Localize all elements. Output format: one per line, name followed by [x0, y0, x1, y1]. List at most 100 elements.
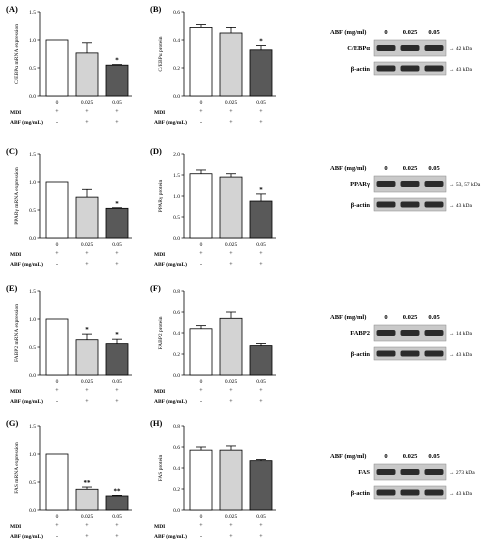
- lane-label: 0: [384, 314, 387, 321]
- mdi-sign: +: [55, 109, 59, 115]
- blot-header: ABF (mg/ml): [330, 314, 366, 321]
- panel-letter: (F): [150, 283, 161, 293]
- blot-actin-kda: → 43 kDa: [449, 203, 472, 209]
- panel-letter: (A): [6, 4, 18, 14]
- band-actin: [424, 350, 444, 357]
- blot-actin-kda: → 43 kDa: [449, 67, 472, 73]
- blot-actin-label: β-actin: [351, 66, 371, 73]
- y-tick-label: 1.5: [29, 152, 36, 158]
- mdi-sign: +: [55, 388, 59, 394]
- band-actin: [376, 201, 396, 208]
- western-blot-2: ABF (mg/ml) 0 0.025 0.05 PPARγ → 53, 57 kDa β-…: [330, 165, 481, 212]
- x-tick-label: 0.025: [81, 242, 94, 248]
- bar-0025: [219, 449, 243, 511]
- band-target: [424, 469, 444, 475]
- significance-marker: *: [115, 57, 119, 65]
- y-tick-label: 0.5: [173, 215, 180, 221]
- row-label-abf: ABF (mg/mL): [154, 398, 187, 405]
- mdi-sign: +: [85, 109, 89, 115]
- blot-actin-label: β-actin: [351, 490, 371, 497]
- y-tick-label: 1.5: [29, 289, 36, 295]
- row-label-mdi: MDI: [10, 110, 21, 116]
- blot-target-label: FABP2: [350, 330, 370, 337]
- panel-letter: (D): [150, 146, 162, 156]
- x-tick-label: 0.05: [256, 100, 266, 106]
- blot-actin-kda: → 43 kDa: [449, 352, 472, 358]
- abf-sign: -: [200, 262, 202, 268]
- band-target: [424, 330, 444, 336]
- bar-005: [105, 64, 129, 97]
- mdi-sign: +: [55, 251, 59, 257]
- bar-0: [45, 39, 69, 97]
- y-axis-label: FABP2 mRNA expression: [14, 304, 20, 362]
- y-tick-label: 0.2: [173, 66, 180, 72]
- x-tick-label: 0.025: [225, 100, 238, 106]
- y-tick-label: 0.0: [29, 508, 36, 514]
- x-tick-label: 0.05: [112, 379, 122, 385]
- panel-c: (C) 0.0 0.5 1.0 1.5 PPARγ mRNA expression 0 + - 0…: [6, 146, 132, 268]
- row-label-mdi: MDI: [154, 252, 165, 258]
- bar-005: [249, 200, 273, 239]
- mdi-sign: +: [199, 388, 203, 394]
- band-target: [424, 45, 444, 51]
- row-label-abf: ABF (mg/mL): [10, 119, 43, 126]
- bar-0025: [219, 32, 243, 97]
- blot-target-label: PPARγ: [350, 181, 370, 188]
- y-tick-label: 1.5: [29, 10, 36, 16]
- x-tick-label: 0: [200, 514, 203, 520]
- mdi-sign: +: [115, 388, 119, 394]
- y-tick-label: 1.5: [173, 173, 180, 179]
- abf-sign: -: [200, 534, 202, 540]
- x-tick-label: 0: [200, 100, 203, 106]
- band-actin: [376, 489, 396, 496]
- bar-0: [45, 181, 69, 239]
- band-target: [376, 469, 396, 475]
- significance-marker: **: [84, 479, 92, 487]
- panel-d: (D) 0.0 0.5 1.0 1.5 2.0 PPARγ protein 0 + - 0.025 +…: [150, 146, 276, 268]
- band-actin: [424, 65, 444, 72]
- y-tick-label: 0.0: [29, 236, 36, 242]
- row-label-mdi: MDI: [10, 252, 21, 258]
- row-label-abf: ABF (mg/mL): [154, 261, 187, 268]
- panel-a: (A) 0.0 0.5 1.0 1.5 C/EBPα mRNA expression 0 + -…: [6, 4, 132, 126]
- band-target: [400, 330, 420, 336]
- row-label-abf: ABF (mg/mL): [154, 533, 187, 540]
- abf-sign: +: [115, 262, 119, 268]
- y-tick-label: 0.5: [29, 208, 36, 214]
- y-tick-label: 0.4: [173, 331, 180, 337]
- x-tick-label: 0: [200, 379, 203, 385]
- row-label-mdi: MDI: [154, 389, 165, 395]
- band-target: [400, 45, 420, 51]
- x-tick-label: 0.025: [225, 379, 238, 385]
- blot-target-label: FAS: [358, 469, 370, 476]
- y-tick-label: 0.0: [173, 373, 180, 379]
- band-target: [376, 181, 396, 187]
- y-tick-label: 0.2: [173, 487, 180, 493]
- bar-0025: [75, 196, 99, 239]
- lane-label: 0.025: [403, 165, 418, 172]
- bar-0025: [219, 317, 243, 376]
- lane-label: 0.025: [403, 314, 418, 321]
- bar-0: [189, 173, 213, 239]
- lane-label: 0: [384, 453, 387, 460]
- mdi-sign: +: [85, 251, 89, 257]
- x-tick-label: 0: [56, 100, 59, 106]
- x-tick-label: 0.05: [112, 100, 122, 106]
- blot-actin-label: β-actin: [351, 351, 371, 358]
- y-tick-label: 0.5: [29, 480, 36, 486]
- mdi-sign: +: [115, 251, 119, 257]
- x-tick-label: 0: [200, 242, 203, 248]
- row-label-abf: ABF (mg/mL): [10, 398, 43, 405]
- abf-sign: +: [85, 534, 89, 540]
- panel-h: (H) 0.0 0.2 0.4 0.6 0.8 FAS protein 0 + - 0.025 + +0…: [150, 418, 276, 540]
- y-tick-label: 1.0: [29, 180, 36, 186]
- abf-sign: -: [200, 399, 202, 405]
- bar-005: [105, 207, 129, 239]
- bar-0025: [219, 176, 243, 239]
- lane-label: 0.05: [428, 453, 440, 460]
- mdi-sign: +: [199, 251, 203, 257]
- abf-sign: +: [259, 262, 263, 268]
- mdi-sign: +: [229, 251, 233, 257]
- mdi-sign: +: [199, 523, 203, 529]
